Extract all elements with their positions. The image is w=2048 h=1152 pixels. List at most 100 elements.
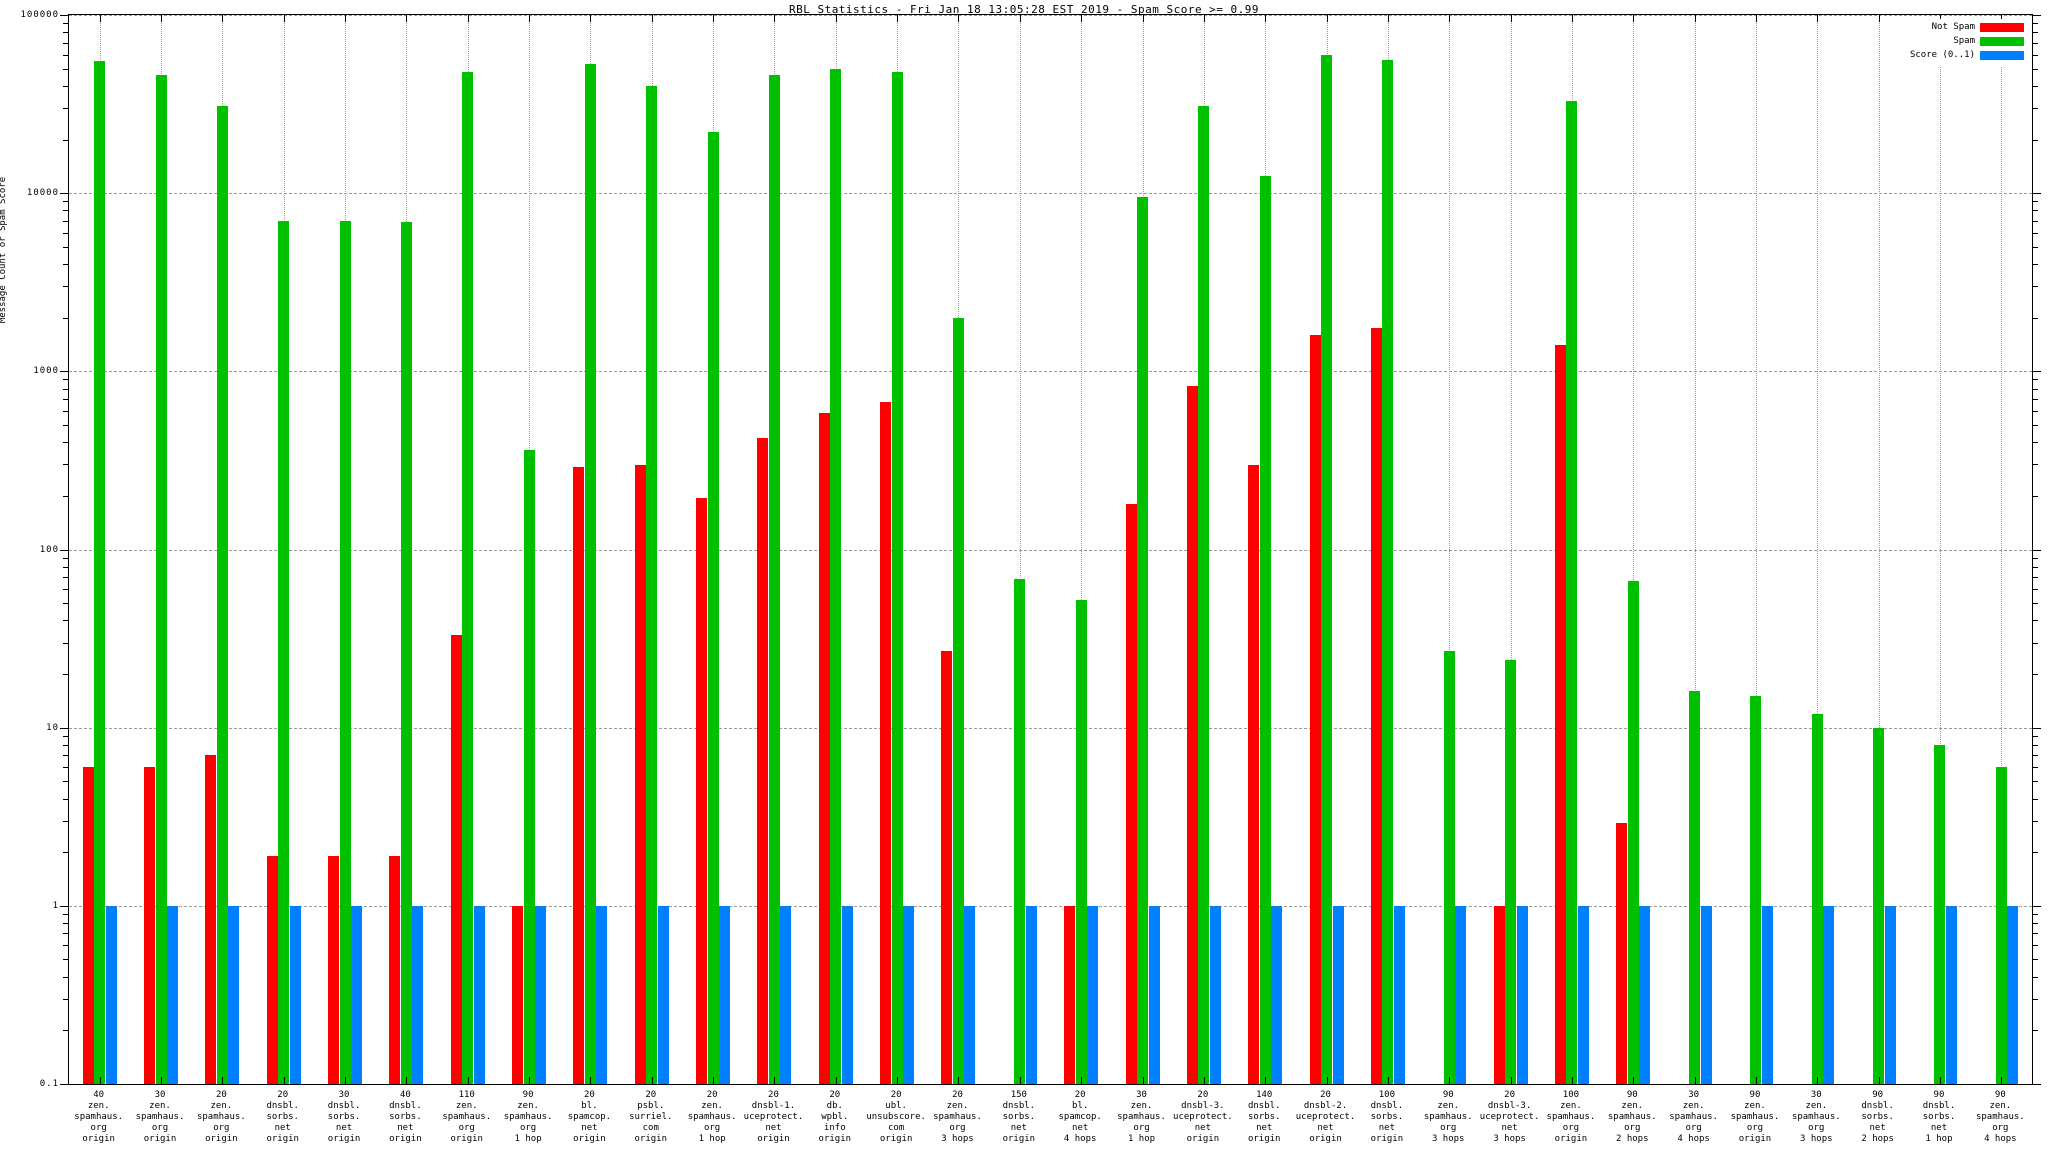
y-tick-minor <box>2032 139 2038 141</box>
x-label-position: origin <box>82 1134 115 1144</box>
x-tick <box>1694 15 1696 22</box>
bar-notspam <box>757 438 769 1084</box>
x-tick <box>1326 1077 1328 1084</box>
x-label-host-part: org <box>1562 1123 1580 1133</box>
x-tick <box>1265 15 1267 22</box>
x-tick <box>345 15 347 22</box>
x-tick <box>1878 1077 1880 1084</box>
x-label-host-part: surriel. <box>629 1112 673 1122</box>
x-tick-label: 20 dnsbl. sorbs. net origin <box>266 1090 299 1145</box>
y-tick-minor <box>2032 735 2038 737</box>
x-label-host-part: spamcop. <box>567 1112 612 1122</box>
y-tick-minor <box>63 557 69 559</box>
x-tick <box>345 1077 347 1084</box>
x-tick <box>1633 1077 1635 1084</box>
y-tick-minor <box>63 642 69 644</box>
x-label-count: 30 <box>154 1090 166 1100</box>
y-tick-minor <box>63 286 69 288</box>
y-tick-minor <box>2032 781 2038 783</box>
x-tick <box>1081 1077 1083 1084</box>
y-tick-minor <box>63 232 69 234</box>
x-tick <box>897 15 899 22</box>
y-tick-minor <box>2032 913 2038 915</box>
bar-score <box>473 905 485 1084</box>
x-label-count: 140 <box>1256 1090 1273 1100</box>
bar-spam <box>830 68 842 1084</box>
x-label-host-part: net <box>1501 1123 1518 1133</box>
x-label-host-part: org <box>703 1123 721 1133</box>
y-tick-minor <box>2032 767 2038 769</box>
x-label-count: 30 <box>1136 1090 1147 1100</box>
bar-spam <box>584 64 596 1084</box>
x-tick-label: 90 zen. spamhaus. org origin <box>1731 1090 1780 1145</box>
bar-notspam <box>144 767 156 1084</box>
bar-score <box>228 905 240 1084</box>
bar-score <box>105 905 117 1084</box>
bar-notspam <box>1186 385 1198 1084</box>
x-tick-label: 20 zen. spamhaus. org 1 hop <box>688 1090 737 1145</box>
x-tick-label: 20 bl. spamcop. net 4 hops <box>1058 1090 1101 1145</box>
x-label-count: 20 <box>829 1090 841 1100</box>
x-label-host-part: dnsbl. <box>327 1101 361 1111</box>
x-tick <box>774 1077 776 1084</box>
x-label-host-part: spamhaus. <box>503 1112 553 1122</box>
x-tick-label: 20 dnsbl-3. uceprotect. net origin <box>1173 1090 1233 1145</box>
x-label-position: 1 hop <box>1925 1134 1953 1144</box>
bar-score <box>351 905 363 1084</box>
legend-swatch-spam <box>1980 36 2024 46</box>
x-tick-label: 30 dnsbl. sorbs. net origin <box>328 1090 361 1145</box>
x-label-count: 90 <box>1749 1090 1761 1100</box>
x-tick <box>835 15 837 22</box>
x-tick <box>2001 15 2003 22</box>
y-tick-minor <box>2032 998 2038 1000</box>
x-tick <box>1817 1077 1819 1084</box>
x-label-host-part: spamhaus. <box>1730 1112 1780 1122</box>
y-tick-minor <box>2032 923 2038 925</box>
x-label-host-part: spamhaus. <box>1669 1112 1718 1122</box>
x-tick <box>1571 15 1573 22</box>
y-tick-major <box>2032 905 2041 907</box>
x-tick <box>835 1077 837 1084</box>
x-label-host-part: org <box>1624 1123 1641 1133</box>
y-tick-major <box>60 15 69 16</box>
x-tick <box>283 15 285 22</box>
x-label-host-part: unsubscore. <box>866 1112 926 1122</box>
bar-spam <box>1627 580 1639 1084</box>
x-tick <box>1755 1077 1757 1084</box>
x-label-position: origin <box>143 1134 177 1144</box>
bar-spam <box>1566 100 1578 1084</box>
bar-notspam <box>82 767 94 1084</box>
bar-spam <box>1505 659 1517 1084</box>
x-label-host-part: spamhaus. <box>1423 1112 1473 1122</box>
legend-label: Score (0..1) <box>1909 50 1975 60</box>
y-tick-minor <box>2032 464 2038 466</box>
x-label-count: 20 <box>277 1090 289 1100</box>
x-label-host-part: zen. <box>946 1101 969 1111</box>
x-label-host-part: zen. <box>1560 1101 1582 1111</box>
x-tick <box>1694 1077 1696 1084</box>
y-tick-minor <box>2032 620 2038 622</box>
x-label-position: 4 hops <box>1677 1134 1710 1144</box>
bar-spam <box>646 85 658 1084</box>
y-tick-minor <box>2032 495 2038 497</box>
legend-label: Spam <box>1953 36 1975 46</box>
x-label-host-part: net <box>1256 1123 1273 1133</box>
x-label-host-part: org <box>151 1123 169 1133</box>
bar-spam <box>155 75 167 1084</box>
x-label-position: origin <box>327 1134 361 1144</box>
y-tick-minor <box>63 755 69 757</box>
bar-spam <box>1750 696 1762 1084</box>
x-tick-label: 110 zen. spamhaus. org origin <box>442 1090 491 1145</box>
x-label-host-part: net <box>1378 1123 1396 1133</box>
x-label-host-part: info <box>823 1123 846 1133</box>
bar-spam <box>216 105 228 1084</box>
bar-notspam <box>1616 823 1628 1084</box>
grid-line-horizontal <box>69 371 2032 373</box>
x-label-host-part: net <box>1930 1123 1948 1133</box>
x-label-host-part: spamhaus. <box>1607 1112 1657 1122</box>
x-label-host-part: wpbl. <box>821 1112 849 1122</box>
x-tick-label: 90 zen. spamhaus. org 2 hops <box>1608 1090 1657 1145</box>
bar-score <box>1455 905 1467 1084</box>
y-tick-label: 10000 <box>26 188 59 199</box>
